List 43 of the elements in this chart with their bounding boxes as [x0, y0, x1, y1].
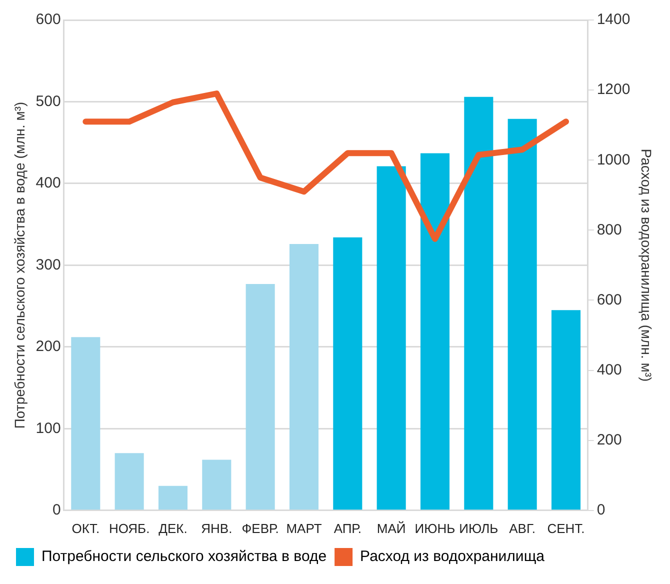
bar — [551, 310, 581, 510]
x-tick-label: АВГ. — [509, 520, 536, 536]
x-tick-label: АПР. — [334, 520, 362, 536]
x-tick-label: ИЮЛЬ — [459, 520, 498, 536]
y-tick-label: 0 — [52, 502, 61, 519]
legend-label: Потребности сельского хозяйства в воде — [42, 548, 327, 566]
bar — [508, 118, 537, 510]
bar — [289, 244, 319, 510]
y2-tick-label: 1400 — [596, 11, 630, 28]
bar — [376, 166, 406, 510]
bar — [333, 237, 362, 510]
bar — [246, 284, 275, 510]
y-tick-label: 200 — [36, 338, 61, 356]
bar — [158, 486, 188, 510]
y2-tick-label: 1000 — [596, 151, 630, 168]
x-tick-label: ЯНВ. — [201, 520, 232, 536]
y2-tick-label: 600 — [596, 291, 622, 308]
y2-tick-label: 1200 — [596, 81, 630, 98]
legend-label: Расход из водохранилища — [360, 548, 546, 566]
y2-tick-label: 800 — [596, 221, 622, 238]
x-tick-label: МАРТ — [286, 520, 322, 536]
x-tick-label: МАЙ — [376, 520, 406, 536]
x-tick-label: ИЮНЬ — [414, 520, 456, 536]
y-tick-label: 300 — [36, 256, 61, 274]
y2-tick-label: 400 — [596, 361, 622, 378]
y2-tick-label: 200 — [596, 431, 622, 448]
bar — [464, 96, 494, 510]
y-tick-label: 500 — [36, 92, 61, 110]
y2-tick-label: 0 — [596, 502, 606, 519]
bar — [114, 453, 144, 510]
bar — [71, 337, 100, 510]
bar — [202, 460, 232, 510]
x-tick-label: ДЕК. — [158, 520, 188, 536]
y2-axis-title: Расход из водохранилища (млн. м³) — [638, 148, 655, 382]
x-tick-label: СЕНТ. — [547, 520, 585, 536]
x-tick-label: ФЕВР. — [242, 520, 279, 536]
y-tick-label: 100 — [36, 420, 61, 437]
y-axis-title: Потребности сельского хозяйства в воде (млн. м³) — [11, 102, 28, 429]
y-tick-label: 600 — [36, 11, 61, 28]
x-tick-label: ОКТ. — [72, 520, 100, 536]
bar — [420, 153, 450, 510]
x-tick-label: НОЯБ. — [108, 520, 150, 536]
y-tick-label: 400 — [36, 174, 61, 192]
